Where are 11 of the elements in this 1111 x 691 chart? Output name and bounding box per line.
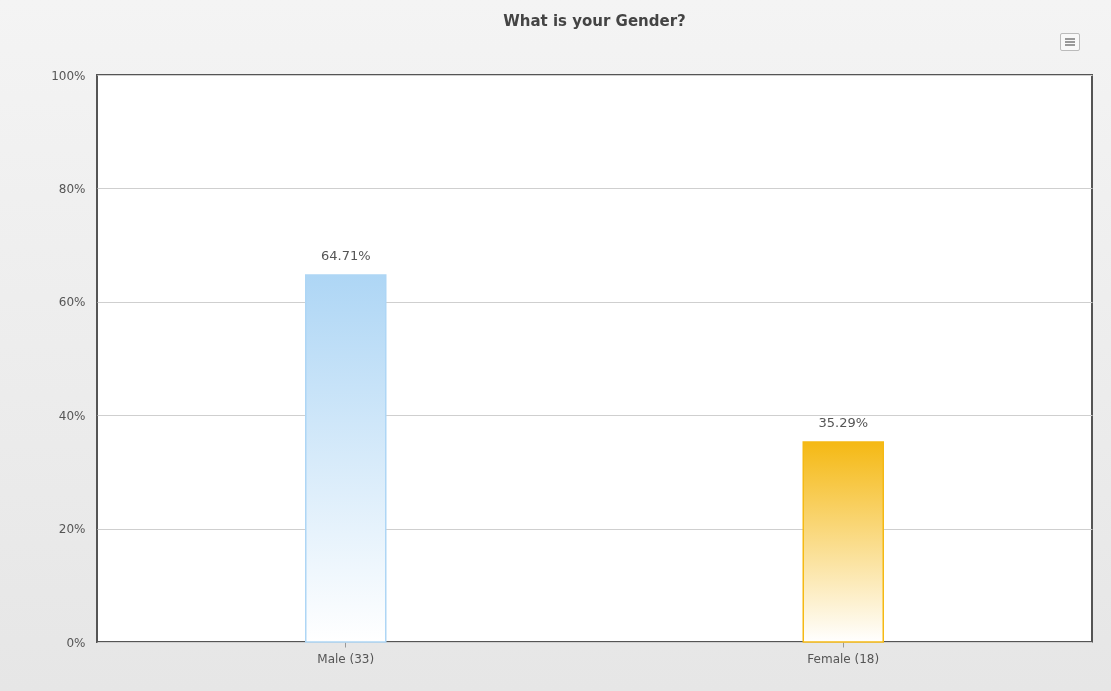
x-tick-label: Male (33) (317, 651, 375, 666)
y-tick-label: 20% (58, 522, 86, 537)
data-label: 64.71% (320, 248, 371, 264)
x-tick-label: Female (18) (807, 651, 880, 666)
y-tick-label: 60% (58, 295, 86, 310)
y-tick-label: 100% (51, 68, 86, 83)
y-tick-label: 80% (58, 181, 86, 196)
y-tick-label: 0% (66, 635, 86, 650)
chart-title: What is your Gender? (503, 12, 686, 30)
data-label: 35.29% (818, 414, 869, 430)
y-tick-label: 40% (58, 408, 86, 423)
